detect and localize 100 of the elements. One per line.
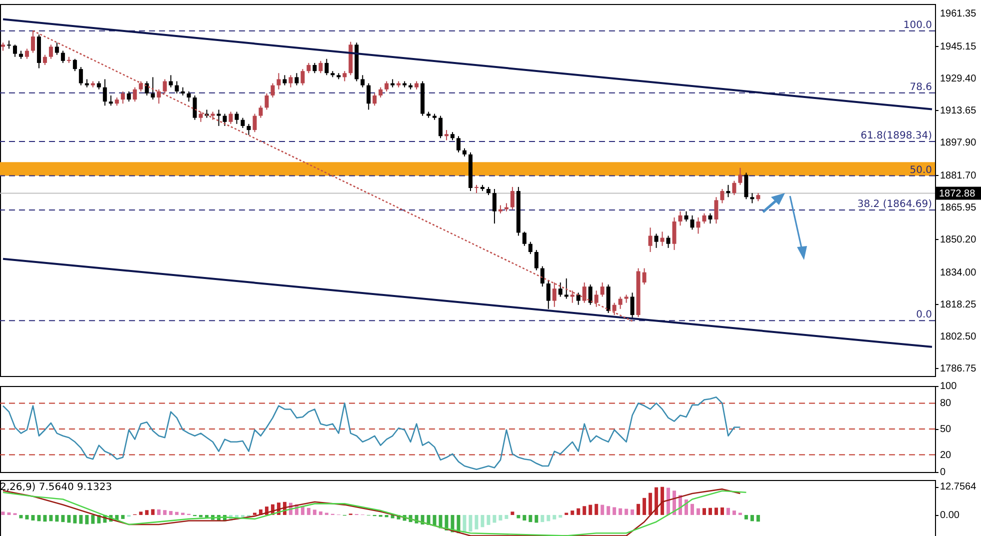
bar (582, 506, 586, 515)
candlestick (12, 44, 17, 58)
candlestick (222, 113, 227, 126)
bar (61, 514, 65, 522)
y-tick-label: 0.00 (940, 510, 960, 521)
bar (91, 514, 95, 524)
candlestick (174, 80, 179, 94)
candlestick (552, 282, 556, 308)
bar (498, 514, 502, 521)
y-tick-label: 1897.90 (940, 137, 977, 148)
candlestick (744, 172, 748, 200)
bar (666, 488, 670, 515)
bar (714, 508, 718, 515)
candlestick (492, 188, 496, 224)
line-series (2, 396, 741, 470)
bar (19, 514, 23, 518)
bar (145, 510, 149, 515)
bar (462, 514, 466, 533)
candlestick (276, 72, 281, 90)
y-tick-label: 100 (940, 381, 958, 392)
candlestick (72, 58, 77, 72)
candlestick (750, 192, 754, 204)
candlestick (384, 80, 389, 92)
bar (79, 514, 83, 524)
bar (139, 512, 143, 515)
candlestick (456, 136, 461, 153)
bar (654, 487, 658, 515)
candlestick (630, 292, 634, 320)
bar (720, 507, 724, 515)
candlestick (318, 60, 323, 74)
bar (702, 508, 706, 515)
candlestick (732, 180, 736, 196)
candlestick (162, 78, 167, 94)
annotation: 78.6 (910, 82, 932, 93)
candlestick (258, 105, 263, 118)
candlestick (192, 94, 197, 120)
bar (726, 508, 730, 515)
candlestick (360, 74, 365, 88)
candlestick (540, 266, 544, 288)
candlestick (666, 235, 670, 248)
candlestick (576, 292, 580, 306)
bar (540, 514, 544, 522)
y-tick-label: 20 (940, 450, 952, 461)
bar (7, 512, 11, 515)
bar (169, 510, 173, 515)
bar (31, 514, 35, 521)
y-tick-label: 1786.75 (940, 363, 977, 374)
candlestick (528, 241, 532, 255)
candlestick (156, 88, 161, 104)
bar (534, 514, 538, 523)
candlestick (324, 58, 329, 76)
bar (696, 508, 700, 515)
candlestick (372, 92, 377, 106)
candlestick (252, 113, 257, 133)
bar (732, 510, 736, 515)
candlestick (48, 44, 53, 60)
candlestick (240, 117, 245, 128)
bar (624, 508, 628, 515)
bar (630, 509, 634, 515)
ref-line-label: 1872.88 (939, 188, 976, 200)
candlestick (618, 296, 622, 310)
candlestick (546, 280, 550, 310)
candlestick (648, 227, 652, 252)
bar (432, 514, 436, 526)
candlestick (444, 130, 449, 141)
annotation: 50.0 (910, 164, 932, 176)
candlestick (300, 68, 305, 86)
candlestick (126, 90, 131, 102)
bar (660, 486, 664, 515)
candlestick (684, 210, 688, 222)
bar (522, 514, 526, 521)
candlestick (342, 70, 347, 82)
bar (1, 512, 5, 515)
bar (618, 508, 622, 515)
candlestick (438, 115, 443, 139)
y-tick-label: 0 (940, 467, 946, 478)
candlestick (270, 82, 275, 98)
candlestick (708, 212, 712, 224)
candlestick (654, 233, 658, 248)
y-tick-label: 1865.95 (940, 202, 977, 214)
candlestick (702, 212, 706, 224)
bar (756, 514, 760, 522)
bar (648, 492, 652, 515)
bar (600, 504, 604, 515)
candlestick (660, 231, 664, 246)
bar (552, 514, 556, 520)
bar (199, 514, 203, 518)
candlestick (108, 94, 113, 106)
candlestick (132, 86, 137, 102)
bar (85, 514, 89, 524)
candlestick (312, 62, 317, 74)
bar (570, 510, 574, 515)
candlestick (366, 82, 371, 110)
candlestick (246, 123, 251, 136)
bar (636, 504, 640, 515)
bar (49, 514, 53, 522)
ref-line-label: 38.2 (1864.69) (857, 198, 932, 210)
candlestick (150, 76, 155, 100)
candlestick (42, 54, 47, 66)
bar (384, 514, 388, 518)
